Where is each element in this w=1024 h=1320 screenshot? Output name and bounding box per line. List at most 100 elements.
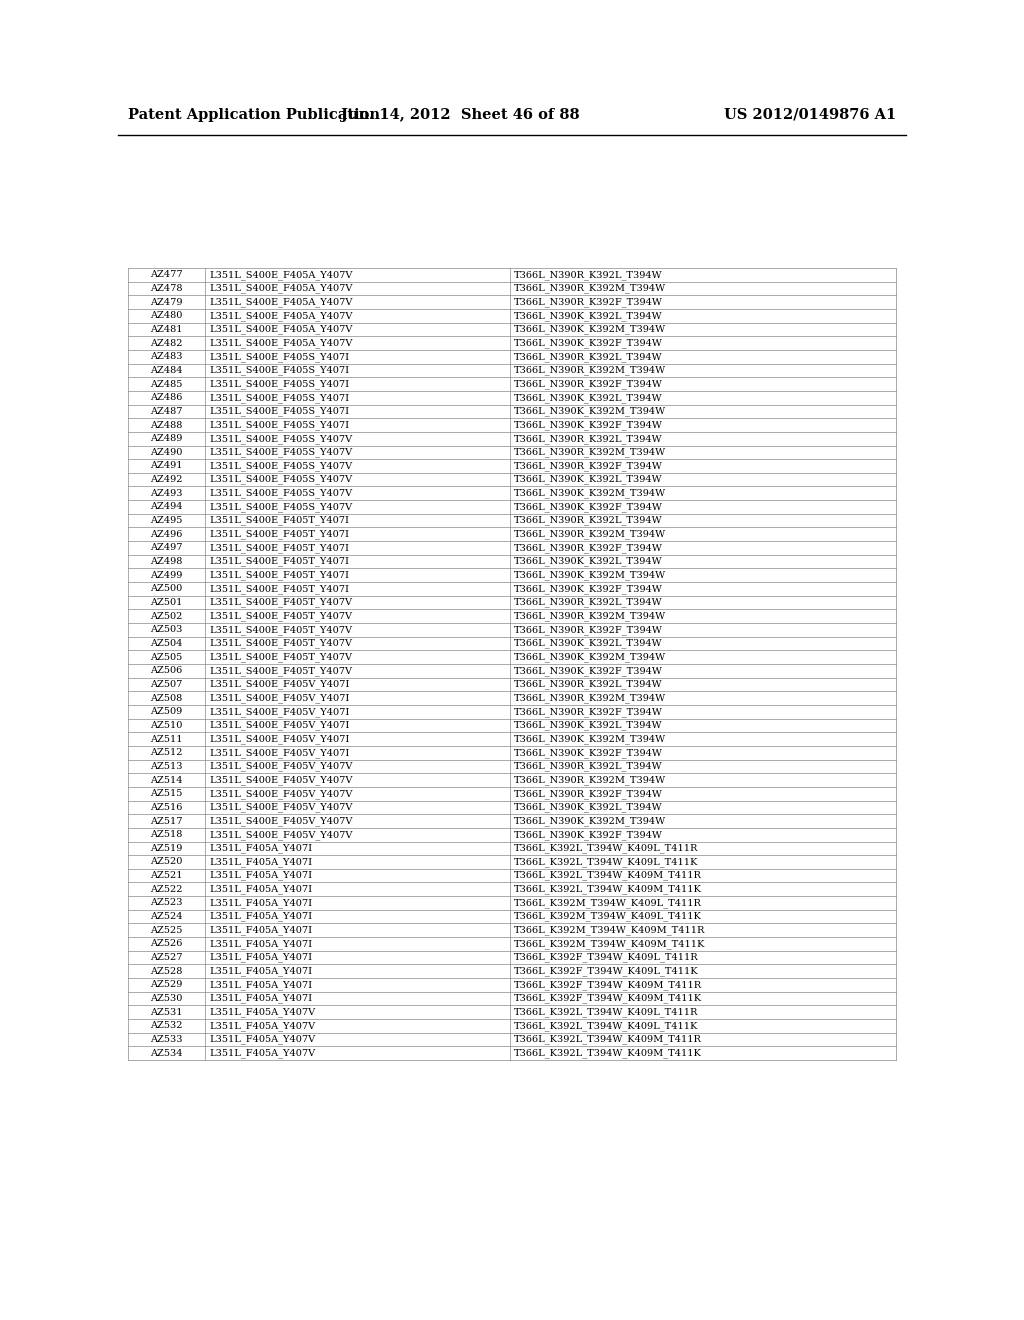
Text: AZ525: AZ525 — [151, 925, 182, 935]
Text: AZ486: AZ486 — [151, 393, 182, 403]
Text: T366L_N390R_K392M_T394W: T366L_N390R_K392M_T394W — [514, 447, 667, 457]
Text: AZ519: AZ519 — [151, 843, 182, 853]
Text: L351L_S400E_F405T_Y407V: L351L_S400E_F405T_Y407V — [209, 667, 352, 676]
Text: AZ507: AZ507 — [151, 680, 182, 689]
Text: T366L_N390R_K392L_T394W: T366L_N390R_K392L_T394W — [514, 762, 663, 771]
Text: AZ492: AZ492 — [151, 475, 182, 484]
Text: L351L_S400E_F405V_Y407V: L351L_S400E_F405V_Y407V — [209, 762, 352, 771]
Text: L351L_S400E_F405T_Y407I: L351L_S400E_F405T_Y407I — [209, 557, 349, 566]
Text: T366L_N390K_K392L_T394W: T366L_N390K_K392L_T394W — [514, 721, 663, 730]
Text: AZ484: AZ484 — [151, 366, 182, 375]
Text: T366L_N390K_K392M_T394W: T366L_N390K_K392M_T394W — [514, 488, 667, 498]
Text: T366L_N390K_K392L_T394W: T366L_N390K_K392L_T394W — [514, 557, 663, 566]
Text: T366L_N390K_K392F_T394W: T366L_N390K_K392F_T394W — [514, 420, 663, 430]
Text: AZ524: AZ524 — [151, 912, 182, 921]
Text: L351L_S400E_F405A_Y407V: L351L_S400E_F405A_Y407V — [209, 312, 352, 321]
Text: T366L_N390R_K392F_T394W: T366L_N390R_K392F_T394W — [514, 624, 663, 635]
Text: AZ520: AZ520 — [151, 858, 182, 866]
Text: T366L_K392L_T394W_K409M_T411K: T366L_K392L_T394W_K409M_T411K — [514, 1048, 701, 1059]
Text: AZ523: AZ523 — [151, 899, 182, 907]
Text: L351L_F405A_Y407I: L351L_F405A_Y407I — [209, 994, 312, 1003]
Text: AZ506: AZ506 — [151, 667, 182, 676]
Text: T366L_N390R_K392F_T394W: T366L_N390R_K392F_T394W — [514, 297, 663, 308]
Text: L351L_S400E_F405T_Y407I: L351L_S400E_F405T_Y407I — [209, 529, 349, 539]
Text: L351L_S400E_F405T_Y407V: L351L_S400E_F405T_Y407V — [209, 639, 352, 648]
Text: T366L_N390K_K392L_T394W: T366L_N390K_K392L_T394W — [514, 639, 663, 648]
Text: T366L_K392L_T394W_K409M_T411R: T366L_K392L_T394W_K409M_T411R — [514, 871, 701, 880]
Text: AZ514: AZ514 — [151, 776, 182, 784]
Text: L351L_S400E_F405V_Y407V: L351L_S400E_F405V_Y407V — [209, 816, 352, 826]
Text: AZ490: AZ490 — [151, 447, 182, 457]
Text: AZ526: AZ526 — [151, 940, 182, 949]
Text: L351L_S400E_F405V_Y407I: L351L_S400E_F405V_Y407I — [209, 680, 349, 689]
Text: L351L_S400E_F405V_Y407V: L351L_S400E_F405V_Y407V — [209, 830, 352, 840]
Text: AZ489: AZ489 — [151, 434, 182, 444]
Text: L351L_S400E_F405S_Y407I: L351L_S400E_F405S_Y407I — [209, 366, 349, 375]
Text: L351L_S400E_F405S_Y407V: L351L_S400E_F405S_Y407V — [209, 434, 352, 444]
Text: AZ508: AZ508 — [151, 693, 182, 702]
Text: AZ513: AZ513 — [151, 762, 182, 771]
Text: AZ488: AZ488 — [151, 421, 182, 429]
Text: L351L_F405A_Y407I: L351L_F405A_Y407I — [209, 979, 312, 990]
Text: AZ531: AZ531 — [151, 1007, 182, 1016]
Text: L351L_S400E_F405A_Y407V: L351L_S400E_F405A_Y407V — [209, 271, 352, 280]
Text: AZ505: AZ505 — [151, 652, 182, 661]
Text: T366L_K392F_T394W_K409L_T411R: T366L_K392F_T394W_K409L_T411R — [514, 953, 698, 962]
Text: AZ533: AZ533 — [151, 1035, 182, 1044]
Text: T366L_N390R_K392L_T394W: T366L_N390R_K392L_T394W — [514, 598, 663, 607]
Text: L351L_S400E_F405S_Y407V: L351L_S400E_F405S_Y407V — [209, 488, 352, 498]
Text: AZ482: AZ482 — [151, 339, 182, 347]
Text: L351L_F405A_Y407I: L351L_F405A_Y407I — [209, 843, 312, 853]
Text: L351L_S400E_F405V_Y407I: L351L_S400E_F405V_Y407I — [209, 748, 349, 758]
Text: T366L_K392M_T394W_K409L_T411K: T366L_K392M_T394W_K409L_T411K — [514, 912, 701, 921]
Text: AZ502: AZ502 — [151, 611, 182, 620]
Text: T366L_N390R_K392M_T394W: T366L_N390R_K392M_T394W — [514, 693, 667, 704]
Text: AZ504: AZ504 — [151, 639, 182, 648]
Text: L351L_S400E_F405V_Y407V: L351L_S400E_F405V_Y407V — [209, 775, 352, 785]
Text: T366L_N390K_K392F_T394W: T366L_N390K_K392F_T394W — [514, 667, 663, 676]
Text: T366L_N390R_K392L_T394W: T366L_N390R_K392L_T394W — [514, 352, 663, 362]
Text: T366L_K392F_T394W_K409M_T411K: T366L_K392F_T394W_K409M_T411K — [514, 994, 702, 1003]
Text: AZ491: AZ491 — [151, 462, 182, 470]
Text: AZ532: AZ532 — [151, 1022, 182, 1031]
Text: T366L_N390R_K392L_T394W: T366L_N390R_K392L_T394W — [514, 271, 663, 280]
Text: AZ516: AZ516 — [151, 803, 182, 812]
Text: T366L_K392M_T394W_K409M_T411K: T366L_K392M_T394W_K409M_T411K — [514, 939, 706, 949]
Text: AZ499: AZ499 — [151, 570, 182, 579]
Text: AZ527: AZ527 — [151, 953, 182, 962]
Text: AZ509: AZ509 — [151, 708, 182, 717]
Text: AZ495: AZ495 — [151, 516, 182, 525]
Text: T366L_N390R_K392F_T394W: T366L_N390R_K392F_T394W — [514, 789, 663, 799]
Text: AZ517: AZ517 — [151, 817, 182, 825]
Text: T366L_N390K_K392L_T394W: T366L_N390K_K392L_T394W — [514, 803, 663, 812]
Text: T366L_K392L_T394W_K409M_T411R: T366L_K392L_T394W_K409M_T411R — [514, 1035, 701, 1044]
Text: AZ528: AZ528 — [151, 966, 182, 975]
Text: AZ483: AZ483 — [151, 352, 182, 362]
Text: T366L_N390K_K392M_T394W: T366L_N390K_K392M_T394W — [514, 734, 667, 744]
Text: T366L_N390R_K392L_T394W: T366L_N390R_K392L_T394W — [514, 680, 663, 689]
Text: L351L_S400E_F405T_Y407I: L351L_S400E_F405T_Y407I — [209, 543, 349, 553]
Text: L351L_S400E_F405S_Y407V: L351L_S400E_F405S_Y407V — [209, 447, 352, 457]
Text: AZ477: AZ477 — [151, 271, 183, 280]
Text: T366L_N390K_K392F_T394W: T366L_N390K_K392F_T394W — [514, 748, 663, 758]
Text: AZ496: AZ496 — [151, 529, 182, 539]
Text: T366L_N390K_K392F_T394W: T366L_N390K_K392F_T394W — [514, 502, 663, 512]
Text: AZ510: AZ510 — [151, 721, 182, 730]
Text: AZ529: AZ529 — [151, 981, 182, 990]
Text: T366L_N390R_K392M_T394W: T366L_N390R_K392M_T394W — [514, 611, 667, 620]
Text: L351L_F405A_Y407V: L351L_F405A_Y407V — [209, 1035, 315, 1044]
Text: AZ515: AZ515 — [151, 789, 182, 799]
Text: L351L_S400E_F405S_Y407I: L351L_S400E_F405S_Y407I — [209, 379, 349, 389]
Text: T366L_N390K_K392F_T394W: T366L_N390K_K392F_T394W — [514, 338, 663, 348]
Text: L351L_S400E_F405S_Y407V: L351L_S400E_F405S_Y407V — [209, 502, 352, 512]
Text: L351L_S400E_F405V_Y407I: L351L_S400E_F405V_Y407I — [209, 721, 349, 730]
Text: T366L_N390R_K392M_T394W: T366L_N390R_K392M_T394W — [514, 284, 667, 293]
Text: T366L_N390R_K392M_T394W: T366L_N390R_K392M_T394W — [514, 529, 667, 539]
Text: L351L_S400E_F405T_Y407V: L351L_S400E_F405T_Y407V — [209, 652, 352, 663]
Text: T366L_N390K_K392M_T394W: T366L_N390K_K392M_T394W — [514, 407, 667, 416]
Text: AZ493: AZ493 — [151, 488, 182, 498]
Text: Jun. 14, 2012  Sheet 46 of 88: Jun. 14, 2012 Sheet 46 of 88 — [341, 108, 581, 121]
Text: L351L_S400E_F405V_Y407I: L351L_S400E_F405V_Y407I — [209, 708, 349, 717]
Text: L351L_S400E_F405A_Y407V: L351L_S400E_F405A_Y407V — [209, 297, 352, 308]
Text: L351L_S400E_F405S_Y407I: L351L_S400E_F405S_Y407I — [209, 420, 349, 430]
